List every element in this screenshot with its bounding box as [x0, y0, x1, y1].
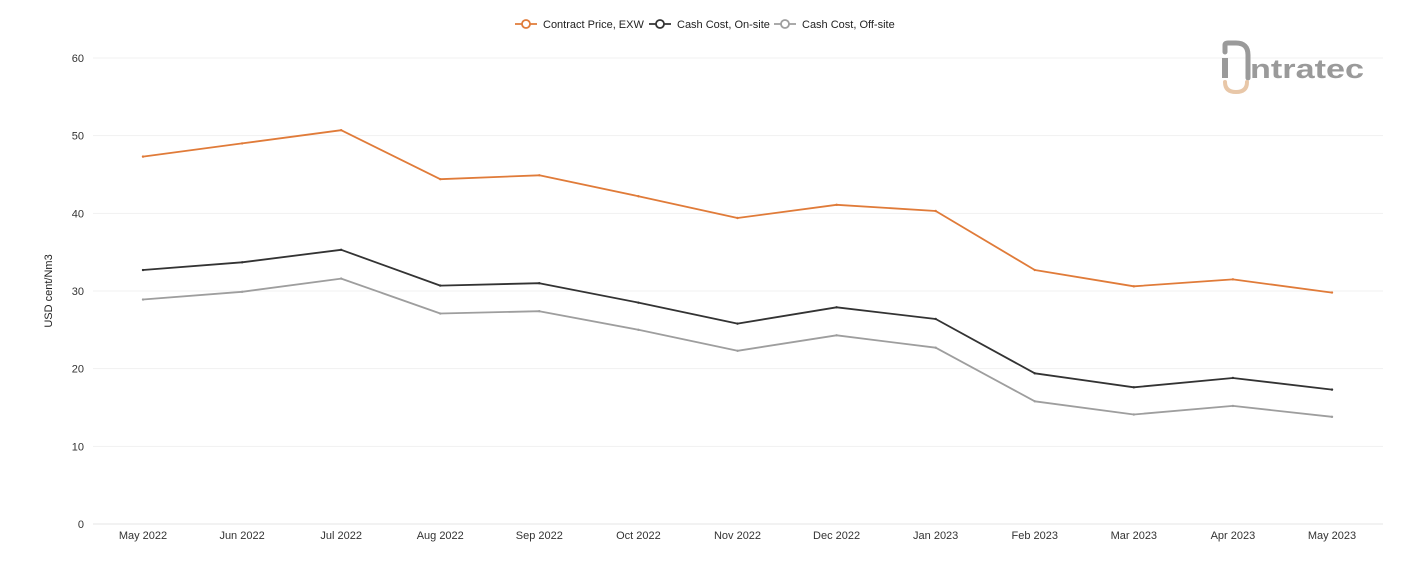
legend-label: Contract Price, EXW: [543, 19, 644, 31]
data-point[interactable]: [835, 203, 838, 206]
y-tick-label: 20: [72, 364, 84, 376]
x-tick-label: Sep 2022: [516, 530, 563, 542]
data-point[interactable]: [1033, 268, 1036, 272]
legend[interactable]: Contract Price, EXW Cash Cost, On-site Cas…: [515, 19, 895, 31]
data-point[interactable]: [1231, 404, 1235, 408]
data-point[interactable]: [1132, 413, 1136, 416]
data-point[interactable]: [439, 177, 442, 181]
data-point[interactable]: [240, 290, 244, 293]
data-point[interactable]: [1033, 372, 1036, 375]
y-axis-title: USD cent/Nm3: [43, 254, 55, 327]
x-tick-label: May 2023: [1308, 530, 1356, 542]
x-tick-label: Jul 2022: [320, 530, 362, 542]
data-point[interactable]: [1132, 285, 1136, 288]
data-point[interactable]: [240, 142, 244, 145]
y-axis-ticks: 0 10 20 30 40 50 60: [72, 53, 84, 531]
data-point[interactable]: [934, 209, 937, 213]
legend-item[interactable]: Contract Price, EXW: [515, 19, 644, 31]
data-point[interactable]: [835, 334, 838, 337]
series-cash-cost-off-site: [141, 277, 1334, 419]
y-tick-label: 30: [72, 286, 84, 298]
x-tick-label: May 2022: [119, 530, 167, 542]
data-point[interactable]: [934, 346, 937, 349]
x-tick-label: Feb 2023: [1012, 530, 1058, 542]
intratec-logo-text: ntratec: [1250, 54, 1364, 84]
x-tick-label: Aug 2022: [417, 530, 464, 542]
intratec-logo-mark: [1222, 40, 1251, 95]
x-tick-label: Dec 2022: [813, 530, 860, 542]
data-point[interactable]: [736, 322, 739, 325]
series-cash-cost-on-site: [141, 248, 1334, 391]
data-point[interactable]: [141, 298, 145, 301]
data-point[interactable]: [835, 306, 838, 309]
series-layer: [141, 129, 1334, 419]
y-tick-label: 0: [78, 519, 84, 531]
data-point[interactable]: [439, 284, 442, 287]
data-point[interactable]: [538, 282, 541, 285]
data-point[interactable]: [141, 155, 145, 158]
data-point[interactable]: [339, 277, 343, 280]
legend-item[interactable]: Cash Cost, On-site: [649, 19, 770, 31]
legend-marker-icon: [780, 19, 790, 29]
data-point[interactable]: [1330, 415, 1334, 419]
data-point[interactable]: [1231, 278, 1235, 281]
y-tick-label: 60: [72, 53, 84, 65]
data-point[interactable]: [538, 309, 541, 313]
data-point[interactable]: [637, 301, 640, 304]
data-point[interactable]: [736, 349, 739, 353]
data-point[interactable]: [1330, 291, 1334, 294]
y-tick-label: 40: [72, 208, 84, 220]
series-contract-price-exw: [141, 129, 1334, 294]
data-point[interactable]: [934, 317, 937, 321]
data-point[interactable]: [637, 195, 640, 198]
data-point[interactable]: [538, 174, 541, 177]
y-tick-label: 10: [72, 441, 84, 453]
data-point[interactable]: [637, 328, 640, 332]
data-point[interactable]: [1033, 400, 1036, 403]
data-point[interactable]: [339, 248, 343, 252]
x-tick-label: Jun 2022: [219, 530, 264, 542]
series-line: [142, 129, 1333, 294]
data-point[interactable]: [736, 216, 739, 220]
legend-label: Cash Cost, Off-site: [802, 19, 895, 31]
x-tick-label: Apr 2023: [1211, 530, 1256, 542]
data-point[interactable]: [439, 312, 442, 315]
legend-marker-icon: [521, 19, 531, 29]
series-line: [142, 277, 1333, 418]
data-point[interactable]: [240, 261, 244, 264]
x-tick-label: Mar 2023: [1111, 530, 1157, 542]
x-tick-label: Oct 2022: [616, 530, 661, 542]
data-point[interactable]: [339, 129, 343, 132]
data-point[interactable]: [1231, 376, 1235, 380]
data-point[interactable]: [1330, 388, 1334, 391]
x-axis-ticks: May 2022 Jun 2022 Jul 2022 Aug 2022 Sep 2022…: [119, 530, 1356, 542]
legend-marker-icon: [655, 19, 665, 29]
data-point[interactable]: [1132, 386, 1136, 389]
x-tick-label: Jan 2023: [913, 530, 958, 542]
legend-label: Cash Cost, On-site: [677, 19, 770, 31]
y-tick-label: 50: [72, 131, 84, 143]
grid-lines: [93, 57, 1383, 525]
data-point[interactable]: [141, 268, 145, 272]
legend-item[interactable]: Cash Cost, Off-site: [774, 19, 895, 31]
intratec-logo: ntratec: [1222, 40, 1364, 95]
x-tick-label: Nov 2022: [714, 530, 761, 542]
